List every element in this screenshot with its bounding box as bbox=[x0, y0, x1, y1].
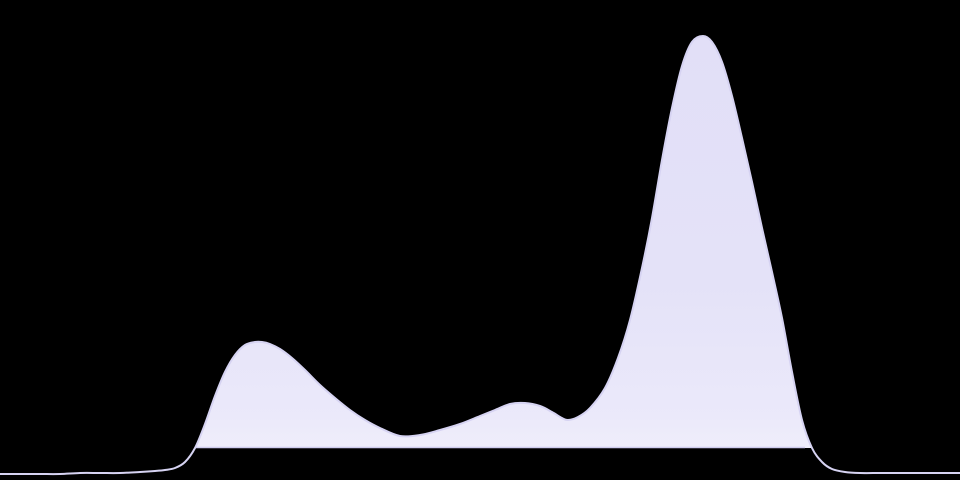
density-curve-stroke bbox=[0, 35, 960, 476]
density-area-fill bbox=[195, 36, 812, 448]
